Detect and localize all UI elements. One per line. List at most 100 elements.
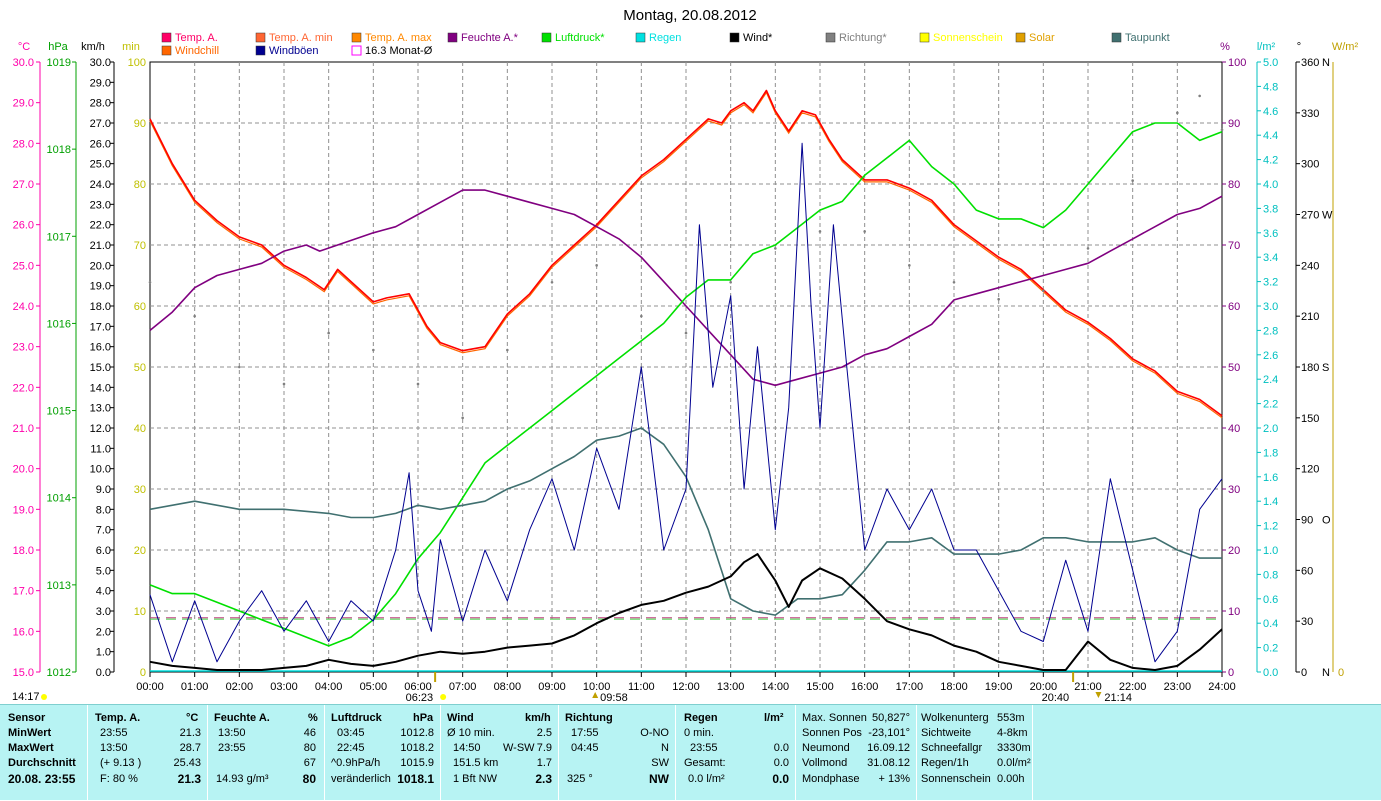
regen-unit: l/m² bbox=[764, 712, 784, 724]
wind-now-value: 2.3 bbox=[535, 772, 552, 786]
time-tick-label: 08:00 bbox=[494, 681, 522, 693]
richtung-header: Richtung bbox=[565, 712, 613, 724]
luftdruck-unit: hPa bbox=[413, 712, 434, 724]
temp-avg-note: (+ 9.13 ) bbox=[100, 757, 142, 769]
schneefallgr-value: 3330m bbox=[997, 742, 1031, 754]
luftdruck-max-value: 1018.2 bbox=[400, 742, 434, 754]
hpa-tick-label: 1016 bbox=[47, 318, 71, 330]
time-tick-label: 15:00 bbox=[806, 681, 834, 693]
regen-duration: 0 min. bbox=[684, 727, 714, 739]
kmh-tick-label: 17.0 bbox=[90, 321, 111, 333]
legend-label: Richtung* bbox=[839, 32, 887, 44]
lm2-tick-label: 4.0 bbox=[1263, 179, 1278, 191]
temp-min-value: 21.3 bbox=[179, 727, 201, 739]
temp-tick-label: 27.0 bbox=[13, 179, 34, 191]
lm2-tick-label: 2.0 bbox=[1263, 423, 1278, 435]
deg-tick-label: 120 bbox=[1301, 464, 1319, 476]
richtung-point bbox=[416, 382, 420, 386]
deg-tick-label: 360 bbox=[1301, 57, 1319, 69]
neumond-label: Neumond bbox=[802, 742, 850, 754]
maxwert-label: MaxWert bbox=[8, 742, 54, 754]
legend-swatch bbox=[351, 32, 362, 43]
summary-panel: Sensor MinWert MaxWert Durchschnitt 20.0… bbox=[0, 704, 1381, 801]
richtung-point bbox=[818, 230, 822, 233]
legend-swatch bbox=[255, 45, 266, 56]
temp-tick-label: 20.0 bbox=[13, 464, 34, 476]
richtung-point bbox=[506, 348, 509, 352]
legend: Temp. A. Temp. A. min Temp. A. max Feuchte … bbox=[161, 32, 1170, 57]
temp-now-note: F: 80 % bbox=[100, 773, 138, 785]
neumond-value: 16.09.12 bbox=[867, 742, 910, 754]
taupunkt-line bbox=[149, 427, 1222, 616]
kmh-tick-label: 23.0 bbox=[90, 199, 111, 211]
luftdruck-forecast: veränderlich bbox=[331, 773, 391, 785]
lm2-tick-label: 3.4 bbox=[1263, 252, 1278, 264]
richtung-max-time: 04:45 bbox=[571, 742, 599, 754]
richtung-point bbox=[148, 280, 152, 284]
min-tick-label: 10 bbox=[134, 606, 146, 618]
regen-max-value: 0.0 bbox=[773, 742, 789, 754]
regen-total-value: 0.0 bbox=[773, 757, 789, 769]
schneefallgr-label: Schneefallgr bbox=[921, 742, 983, 754]
legend-label: Windchill bbox=[175, 45, 219, 57]
legend-swatch bbox=[351, 45, 362, 56]
temp-tick-label: 17.0 bbox=[13, 586, 34, 598]
hpa-axis-unit: hPa bbox=[48, 41, 68, 53]
deg-tick-label: 330 bbox=[1301, 108, 1319, 120]
min-tick-label: 60 bbox=[134, 301, 146, 313]
legend-label: Solar bbox=[1029, 32, 1055, 44]
mondphase-value: + 13% bbox=[878, 773, 911, 785]
wind-group: Wind km/h Ø 10 min. 2.5 14:50 W-SW 7.9 151.5… bbox=[441, 705, 559, 801]
kmh-tick-label: 2.0 bbox=[96, 626, 111, 638]
temp-now-value: 21.3 bbox=[177, 772, 201, 786]
luftdruck-now-value: 1018.1 bbox=[397, 772, 434, 786]
kmh-tick-label: 21.0 bbox=[90, 240, 111, 252]
lm2-tick-label: 0.6 bbox=[1263, 594, 1278, 606]
temp-tick-label: 21.0 bbox=[13, 423, 34, 435]
feuchte-avg-value: 67 bbox=[303, 757, 316, 769]
pct-axis-unit: % bbox=[1220, 41, 1230, 53]
weather-chart: Montag, 20.08.2012 Temp. A. Temp. A. min T… bbox=[12, 7, 1358, 704]
legend-label: 16.3 Monat-Ø bbox=[365, 45, 433, 57]
wm2-tick-label: 0 bbox=[1338, 667, 1344, 679]
time-markers: 14:17 06:23 09:58 20:40 21:14 bbox=[12, 672, 1132, 704]
lm2-tick-label: 0.2 bbox=[1263, 643, 1278, 655]
regen-1h-label: Regen/1h bbox=[921, 757, 969, 769]
pct-tick-label: 100 bbox=[1228, 57, 1246, 69]
deg-tick-label: 180 bbox=[1301, 362, 1319, 374]
legend-swatch bbox=[1111, 32, 1122, 43]
richtung-point bbox=[595, 264, 598, 267]
legend-label: Temp. A. bbox=[175, 32, 218, 44]
legend-label: Temp. A. min bbox=[269, 32, 333, 44]
legend-swatch bbox=[825, 32, 836, 43]
kmh-tick-label: 20.0 bbox=[90, 260, 111, 272]
min-tick-label: 90 bbox=[134, 118, 146, 130]
wind-beaufort: 1 Bft NW bbox=[453, 773, 498, 785]
richtung-point bbox=[1176, 111, 1179, 115]
richtung-point bbox=[1131, 179, 1134, 182]
time-tick-label: 14:00 bbox=[762, 681, 790, 693]
moonset-label: 20:40 bbox=[1042, 692, 1070, 704]
legend-swatch bbox=[1015, 32, 1026, 43]
lm2-tick-label: 1.2 bbox=[1263, 521, 1278, 533]
feuchte-now-value: 80 bbox=[302, 772, 316, 786]
current-date: 20.08. 23:55 bbox=[8, 772, 76, 786]
luftdruck-avg-value: 1015.9 bbox=[400, 757, 434, 769]
temp-header: Temp. A. bbox=[95, 712, 141, 724]
temp-tick-label: 24.0 bbox=[13, 301, 34, 313]
kmh-tick-label: 0.0 bbox=[96, 667, 111, 679]
legend-swatch bbox=[635, 32, 646, 43]
deg-direction-label: O bbox=[1322, 515, 1331, 527]
pct-tick-label: 10 bbox=[1228, 606, 1240, 618]
richtung-point bbox=[461, 416, 464, 420]
windböen-line bbox=[149, 142, 1223, 663]
vollmond-label: Vollmond bbox=[802, 757, 848, 769]
lm2-tick-label: 5.0 bbox=[1263, 57, 1278, 69]
lm2-tick-label: 0.8 bbox=[1263, 569, 1278, 581]
luftdruck-line bbox=[149, 122, 1223, 647]
kmh-tick-label: 22.0 bbox=[90, 220, 111, 232]
lm2-tick-label: 3.8 bbox=[1263, 203, 1278, 215]
time-tick-label: 07:00 bbox=[449, 681, 477, 693]
kmh-tick-label: 28.0 bbox=[90, 98, 111, 110]
richtung-point bbox=[1086, 247, 1090, 250]
